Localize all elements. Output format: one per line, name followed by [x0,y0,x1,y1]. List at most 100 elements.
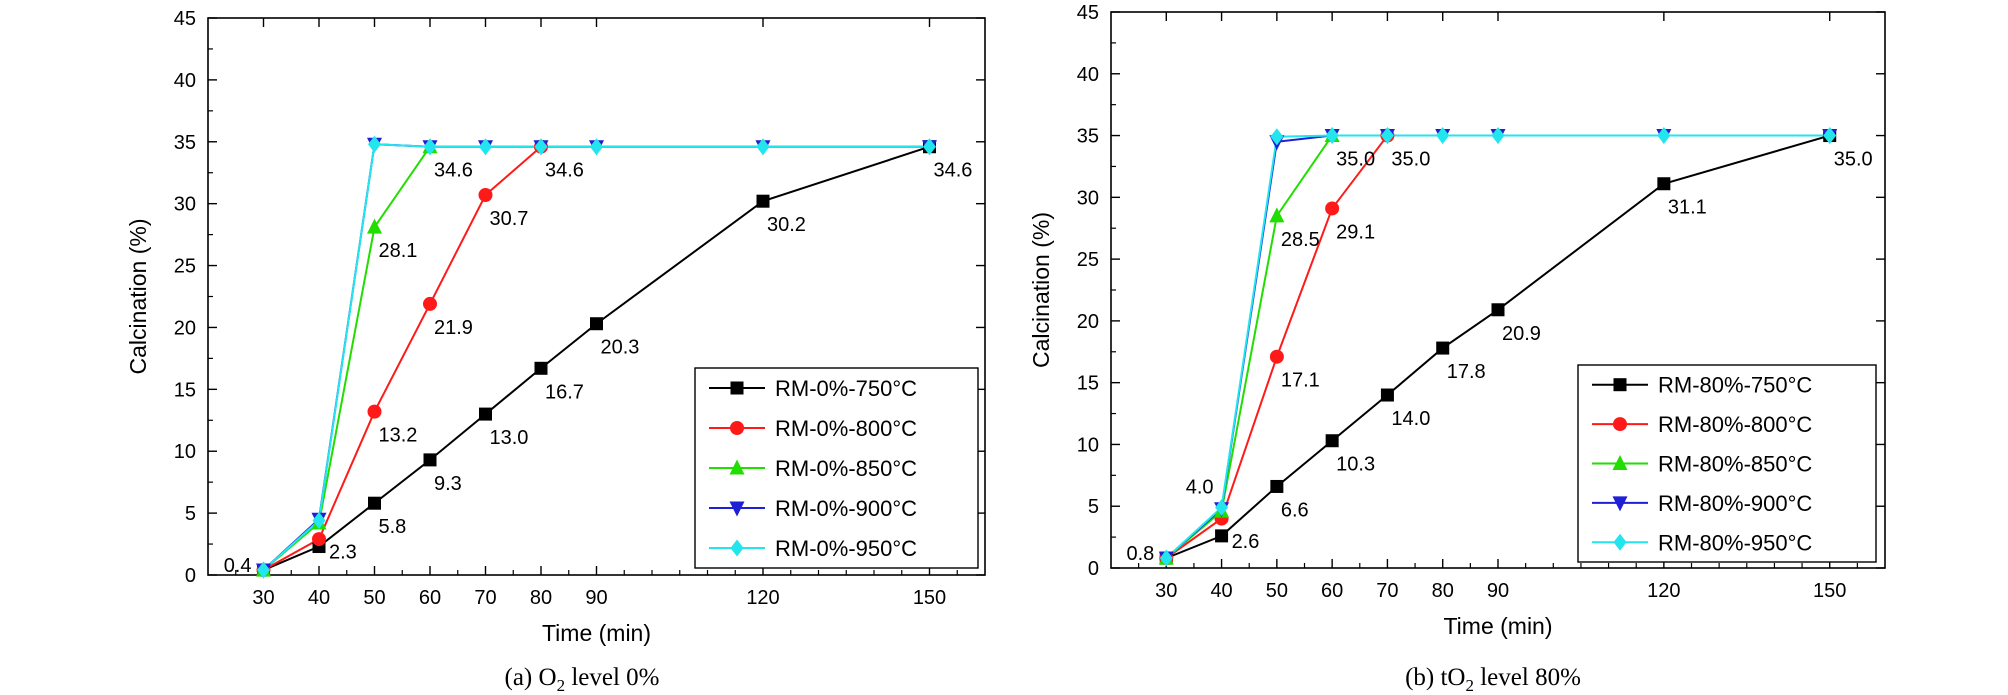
data-point [312,532,326,547]
series-line [262,146,431,571]
y-tick-label: 0 [185,565,196,587]
data-point [1325,127,1339,145]
x-tick-label: 30 [252,587,274,609]
y-tick-label: 25 [1077,249,1099,271]
y-axis-label: Calcination (%) [125,219,151,375]
figure-caption: (a) O2 level 0% [505,664,660,695]
data-point [756,194,770,208]
data-point [1491,303,1505,317]
data-point [1269,349,1284,364]
data-point [423,138,437,156]
data-label: 35.0 [1391,149,1430,171]
legend-label: RM-0%-950°C [775,536,917,561]
legend-label: RM-0%-850°C [775,456,917,481]
y-axis-label: Calcination (%) [1028,212,1054,368]
data-point [368,135,381,153]
legend-label: RM-80%-950°C [1658,530,1812,555]
data-label: 30.2 [767,214,806,236]
data-label: 34.6 [545,160,584,182]
data-point [368,496,381,510]
x-tick-label: 50 [1266,580,1288,602]
legend: RM-0%-750°C RM-0%-800°C RM-0%-850°C RM-0%-9… [694,367,979,569]
data-point [923,138,936,156]
data-point [1215,498,1229,516]
data-label: 31.1 [1668,197,1707,219]
data-point [534,138,548,156]
data-label: 28.5 [1281,229,1320,251]
legend-label: RM-0%-800°C [775,416,917,441]
data-point [1380,388,1394,402]
x-tick-label: 80 [530,587,552,609]
data-label: 14.0 [1391,408,1430,430]
data-label: 0.8 [1126,543,1154,565]
legend-label: RM-80%-800°C [1658,412,1812,437]
data-point [1380,127,1394,145]
data-label: 13.2 [379,425,418,447]
y-tick-label: 0 [1088,558,1099,580]
data-point [367,218,382,234]
legend-marker [729,501,745,517]
data-label: 16.7 [545,381,584,403]
x-tick-label: 30 [1155,580,1177,602]
legend-marker [1612,496,1628,512]
data-label: 17.8 [1447,361,1486,383]
x-tick-label: 60 [1321,580,1343,602]
y-tick-label: 5 [185,503,196,525]
data-point [756,138,770,156]
legend-marker [730,381,744,395]
data-label: 13.0 [490,427,529,449]
x-tick-label: 150 [913,587,946,609]
data-point [1823,127,1837,145]
x-tick-label: 150 [1813,580,1846,602]
legend-marker [1613,417,1627,432]
y-tick-label: 5 [1088,496,1099,518]
x-axis-label: Time (min) [1443,613,1552,639]
x-tick-label: 40 [308,587,330,609]
x-tick-label: 120 [1647,580,1680,602]
series-line [263,145,542,571]
data-point [367,404,382,419]
data-label: 0.4 [224,555,252,577]
y-tick-label: 35 [174,132,196,154]
data-point [590,138,603,156]
data-label: 9.3 [434,473,462,495]
legend-marker [1613,533,1627,551]
y-tick-label: 20 [174,317,196,339]
data-label: 4.0 [1186,476,1214,498]
data-label: 35.0 [1336,149,1375,171]
legend-marker [729,459,745,475]
data-label: 28.1 [379,240,418,262]
data-point [1269,207,1285,223]
data-point [312,512,326,530]
data-label: 6.6 [1281,499,1309,521]
data-label: 35.0 [1834,149,1873,171]
x-tick-label: 90 [1487,580,1509,602]
y-tick-label: 15 [174,379,196,401]
x-tick-label: 70 [1376,580,1398,602]
data-point [479,407,492,421]
data-label: 2.3 [329,542,357,564]
legend-label: RM-80%-850°C [1658,452,1812,477]
data-point [478,188,493,203]
data-point [479,138,492,156]
x-tick-label: 50 [363,587,385,609]
y-tick-label: 10 [1077,434,1099,456]
data-point [1436,341,1450,355]
data-point [1436,127,1450,145]
x-tick-label: 60 [419,587,441,609]
data-point [1325,434,1339,448]
x-tick-label: 80 [1432,580,1454,602]
y-tick-label: 35 [1077,126,1099,148]
y-tick-label: 40 [1077,64,1099,86]
legend-label: RM-80%-750°C [1658,373,1812,398]
x-axis-label: Time (min) [542,620,651,646]
data-point [590,317,603,331]
data-point [1325,201,1340,216]
data-label: 34.6 [434,160,473,182]
y-tick-label: 30 [174,194,196,216]
y-tick-label: 15 [1077,373,1099,395]
y-tick-label: 25 [174,256,196,278]
data-point [1491,127,1505,145]
legend-label: RM-0%-900°C [775,496,917,521]
data-point [534,361,548,375]
